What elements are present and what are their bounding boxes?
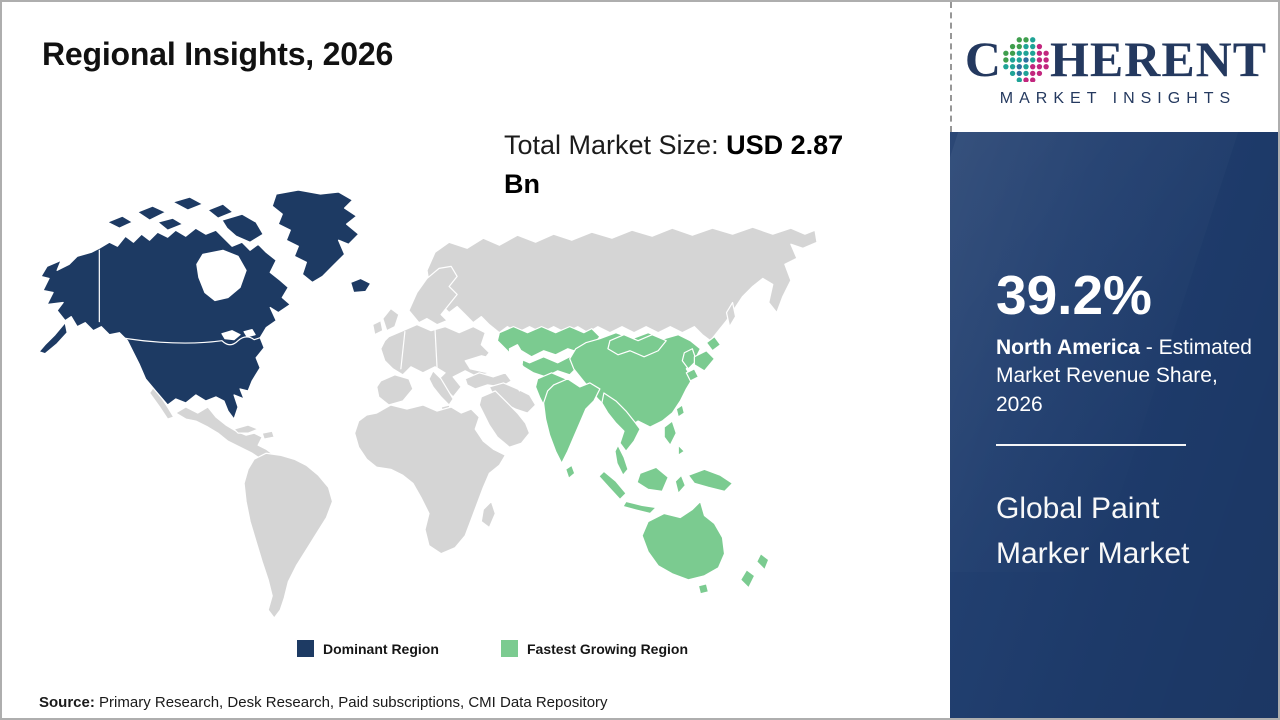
globe-dots-icon: [1003, 37, 1049, 82]
total-market-size-label: Total Market Size:: [504, 130, 727, 160]
logo-letters-herent: HERENT: [1049, 31, 1268, 87]
logo-subtitle: MARKET INSIGHTS: [999, 90, 1237, 107]
dominant-region-swatch: [297, 640, 314, 657]
region-korea: [681, 348, 697, 370]
europe-border: [400, 331, 406, 370]
region-iceland: [350, 277, 372, 294]
legend-item-fastest-growing-region: Fastest Growing Region: [501, 640, 688, 657]
region-africa: [354, 404, 507, 555]
region-scandinavia: [408, 265, 458, 326]
region-south-america: [243, 452, 334, 619]
region-india: [542, 378, 601, 464]
logo-wordmark: C HERENT: [965, 34, 1267, 84]
region-usa-canada: [40, 227, 291, 420]
sidebar-divider: [996, 444, 1186, 447]
region-mongolia: [607, 334, 667, 358]
region-tasmania: [697, 583, 710, 595]
region-japan-honshu: [693, 350, 716, 372]
region-arctic-island: [106, 215, 134, 229]
great-lakes: [221, 330, 241, 341]
map-border-lines: [92, 249, 438, 370]
region-sulawesi: [674, 474, 686, 495]
legend-item-dominant-region: Dominant Region: [297, 640, 439, 657]
region-philippines: [663, 420, 677, 446]
usa-canada-border: [92, 331, 261, 346]
region-java: [622, 500, 657, 515]
region-new-zealand-north: [756, 553, 770, 571]
region-hispaniola: [261, 430, 275, 440]
logo-letter-c: C: [964, 31, 1002, 87]
market-share-region: North America: [996, 336, 1140, 359]
region-sri-lanka: [565, 464, 576, 479]
region-aleutian: [38, 322, 68, 355]
dominant-region-label: Dominant Region: [323, 640, 439, 657]
region-philippines-south: [677, 444, 685, 456]
region-central-asia: [514, 356, 579, 378]
region-sakhalin: [725, 301, 737, 328]
market-share-desc-text: - Estimated Market Revenue Share, 2026: [996, 336, 1252, 416]
market-share-description: North America - Estimated Market Revenue…: [996, 334, 1256, 419]
region-australia: [641, 500, 726, 581]
total-market-size-value: USD 2.87 Bn: [504, 130, 844, 200]
page-title: Regional Insights, 2026: [42, 36, 394, 72]
region-arabia: [478, 390, 531, 448]
black-sea: [464, 355, 509, 375]
fastest-growing-region-label: Fastest Growing Region: [527, 640, 689, 657]
map-region-north-america: [38, 190, 372, 420]
region-greenland: [271, 190, 360, 284]
region-borneo: [636, 466, 669, 492]
great-lakes: [243, 329, 256, 338]
map-sea-cutouts: [196, 249, 527, 392]
region-iberia: [376, 374, 414, 406]
region-new-zealand-south: [739, 569, 756, 589]
region-indochina: [601, 392, 641, 452]
region-europe: [380, 324, 490, 398]
source-text: Primary Research, Desk Research, Paid su…: [94, 694, 608, 711]
region-arctic-island: [136, 205, 167, 221]
region-malay-peninsula: [614, 444, 629, 476]
total-market-size: Total Market Size: USD 2.87 Bn: [504, 126, 886, 204]
region-japan-kyushu: [685, 368, 699, 382]
company-logo: C HERENT MARKET INSIGHTS: [950, 2, 1278, 132]
fastest-growing-region-swatch: [501, 640, 518, 657]
source-label: Source:: [39, 694, 95, 711]
region-arctic-island: [207, 203, 234, 219]
region-cuba: [233, 424, 259, 434]
region-arctic-island: [157, 217, 184, 231]
sidebar-panel: 39.2% North America - Estimated Market R…: [950, 132, 1278, 718]
region-baffin-island: [221, 213, 264, 243]
region-new-guinea: [687, 468, 734, 492]
europe-border: [434, 329, 438, 369]
region-russia: [426, 226, 818, 342]
caspian-sea: [508, 344, 527, 392]
market-share-value: 39.2%: [996, 264, 1152, 326]
source-line: Source: Primary Research, Desk Research,…: [39, 694, 608, 711]
map-region-other: [148, 226, 818, 619]
region-sumatra: [598, 470, 627, 501]
region-mexico-central-america: [175, 406, 281, 468]
region-japan-hokkaido: [705, 336, 722, 352]
world-map: [38, 190, 818, 619]
region-arctic-island: [172, 196, 204, 211]
region-taiwan: [675, 404, 685, 418]
region-ireland: [372, 320, 384, 336]
region-madagascar: [480, 500, 496, 529]
region-uk: [382, 307, 400, 332]
market-name: Global Paint Marker Market: [996, 492, 1190, 571]
hudson-bay: [196, 249, 247, 302]
map-region-asia-pacific: [496, 326, 770, 595]
